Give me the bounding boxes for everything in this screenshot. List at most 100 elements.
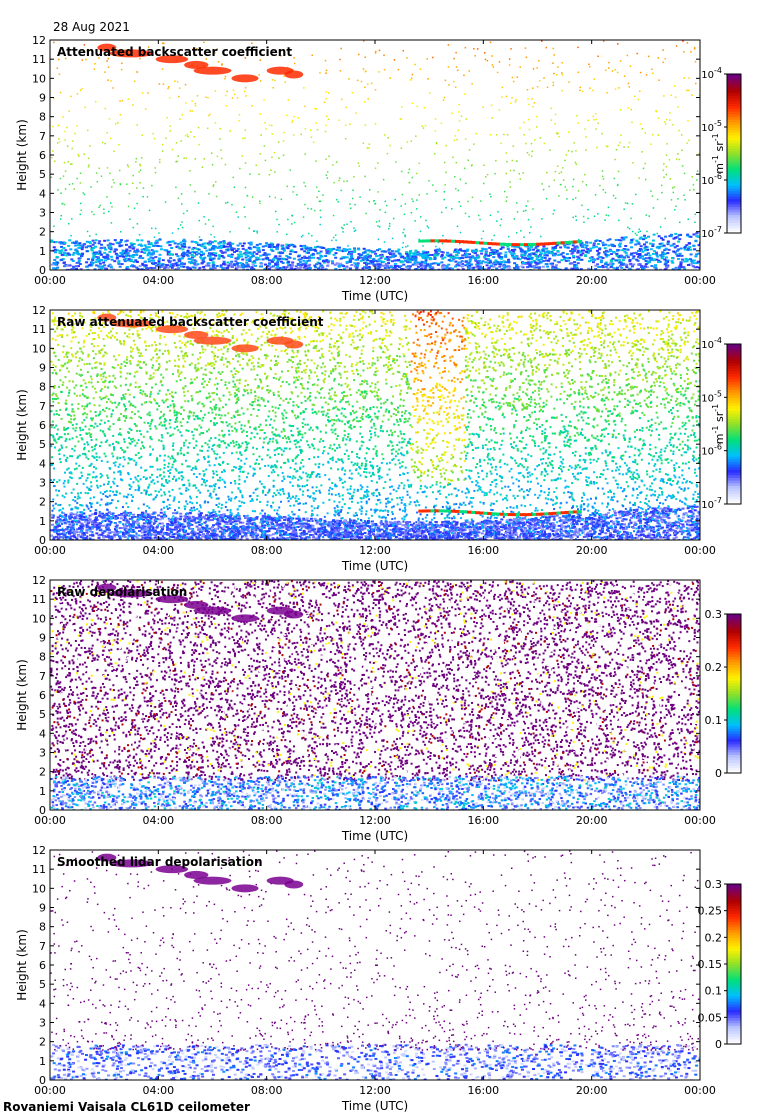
colorbar-segment: [727, 730, 741, 734]
colorbar-segment: [727, 1017, 741, 1021]
colorbar-segment: [727, 892, 741, 896]
colorbar-segment: [727, 982, 741, 986]
colorbar-segment: [727, 701, 741, 705]
colorbar-segment: [727, 762, 741, 766]
x-tick-label: 20:00: [576, 814, 608, 827]
y-tick-label: 6: [39, 419, 46, 432]
y-tick-label: 9: [39, 632, 46, 645]
y-tick-label: 11: [32, 53, 46, 66]
colorbar-segment: [727, 108, 741, 112]
colorbar-segment: [727, 958, 741, 962]
colorbar-tick-label: 10-4: [701, 336, 722, 351]
colorbar-segment: [727, 81, 741, 86]
y-tick-label: 4: [39, 997, 46, 1010]
colorbar-segment: [727, 373, 741, 377]
colorbar-tick-label: 10-6: [701, 172, 722, 187]
colorbar-segment: [727, 1022, 741, 1026]
colorbar-segment: [727, 466, 741, 470]
y-tick-label: 12: [32, 34, 46, 47]
x-tick-label: 00:00: [34, 274, 66, 287]
colorbar-segment: [727, 469, 741, 473]
colorbar-segment: [727, 693, 741, 697]
x-tick-label: 12:00: [359, 544, 391, 557]
y-tick-label: 7: [39, 670, 46, 683]
colorbar-segment: [727, 496, 741, 500]
x-tick-label: 00:00: [684, 814, 716, 827]
y-tick-label: 1: [39, 245, 46, 258]
colorbar-segment: [727, 897, 741, 901]
colorbar-segment: [727, 480, 741, 484]
colorbar-segment: [727, 735, 741, 740]
y-tick-label: 6: [39, 149, 46, 162]
colorbar-segment: [727, 402, 741, 406]
colorbar-segment: [727, 667, 741, 671]
x-tick-label: 08:00: [251, 814, 283, 827]
low-cloud-base: [418, 509, 582, 517]
colorbar-segment: [727, 464, 741, 468]
colorbar-segment: [727, 113, 741, 117]
colorbar-segment: [727, 1004, 741, 1008]
colorbar-segment: [727, 140, 741, 144]
colorbar-segment: [727, 129, 741, 133]
y-tick-label: 8: [39, 651, 46, 664]
y-tick-label: 12: [32, 844, 46, 857]
colorbar-segment: [727, 214, 741, 218]
colorbar-tick-label: 10-5: [701, 389, 722, 404]
colorbar-segment: [727, 966, 741, 970]
colorbar-segment: [727, 656, 741, 660]
x-tick-label: 00:00: [34, 544, 66, 557]
colorbar-segment: [727, 640, 741, 644]
colorbar-segment: [727, 225, 741, 229]
y-tick-label: 5: [39, 978, 46, 991]
colorbar-segment: [727, 908, 741, 912]
colorbar-segment: [727, 635, 741, 639]
panel-title: Raw depolarisation: [57, 585, 187, 599]
colorbar-segment: [727, 124, 741, 128]
colorbar-segment: [727, 201, 741, 205]
x-tick-label: 04:00: [142, 274, 174, 287]
y-tick-label: 1: [39, 1055, 46, 1068]
y-tick-label: 0: [39, 534, 46, 547]
colorbar-segment: [727, 614, 741, 618]
colorbar-segment: [727, 682, 741, 687]
colorbar-tick-label: 0.3: [705, 608, 723, 621]
colorbar-segment: [727, 696, 741, 700]
colorbar-segment: [727, 357, 741, 361]
y-tick-label: 10: [32, 612, 46, 625]
colorbar-segment: [727, 905, 741, 909]
colorbar-segment: [727, 725, 741, 729]
colorbar-segment: [727, 211, 741, 216]
colorbar-segment: [727, 87, 741, 91]
colorbar-segment: [727, 198, 741, 202]
colorbar-segment: [727, 953, 741, 957]
colorbar-segment: [727, 1020, 741, 1024]
colorbar-segment: [727, 440, 741, 444]
colorbar-segment: [727, 751, 741, 756]
y-tick-label: 7: [39, 130, 46, 143]
colorbar-segment: [727, 738, 741, 742]
date-label: 28 Aug 2021: [53, 20, 130, 34]
panel-title: Attenuated backscatter coefficient: [57, 45, 292, 59]
colorbar-segment: [727, 461, 741, 465]
colorbar-segment: [727, 416, 741, 420]
y-tick-label: 1: [39, 515, 46, 528]
colorbar-segment: [727, 445, 741, 449]
colorbar-tick-label: 0.1: [705, 985, 723, 998]
colorbar-tick-label: 0.25: [698, 905, 723, 918]
x-tick-label: 08:00: [251, 544, 283, 557]
y-tick-label: 8: [39, 921, 46, 934]
colorbar-segment: [727, 376, 741, 380]
x-tick-label: 20:00: [576, 544, 608, 557]
colorbar-segment: [727, 190, 741, 194]
x-tick-label: 16:00: [467, 544, 499, 557]
colorbar: 10-7 10-6 10-5 10-4 m-1 sr-1: [701, 66, 742, 240]
y-tick-label: 2: [39, 766, 46, 779]
y-axis-label: Height (km): [15, 119, 29, 190]
colorbar-segment: [727, 619, 741, 623]
colorbar-segment: [727, 767, 741, 771]
colorbar-segment: [727, 659, 741, 663]
colorbar-segment: [727, 100, 741, 104]
colorbar-segment: [727, 1012, 741, 1016]
colorbar-segment: [727, 698, 741, 703]
